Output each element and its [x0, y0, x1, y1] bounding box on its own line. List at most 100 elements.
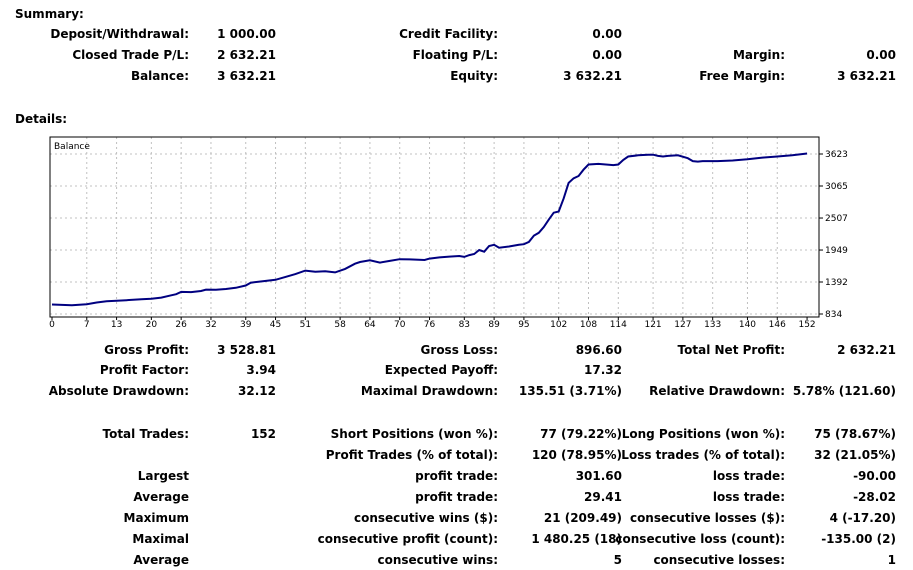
x-tick-label: 133 — [704, 320, 721, 330]
profit-factor-value: 3.94 — [246, 363, 276, 377]
x-tick-label: 95 — [518, 320, 529, 330]
x-tick-label: 102 — [550, 320, 567, 330]
balance-chart: Balance 0 7 13 20 26 32 39 45 51 58 64 70 76 83 89 95 10… — [49, 136, 848, 330]
profit-factor-label: Profit Factor: — [99, 363, 189, 377]
largest-loss-label: loss trade: — [712, 469, 785, 483]
credit-facility-value: 0.00 — [592, 27, 622, 41]
equity-value: 3 632.21 — [563, 69, 622, 83]
maximal-consecutive-loss-label: consecutive loss (count): — [615, 532, 785, 546]
maximal-label: Maximal — [132, 532, 189, 546]
maximal-drawdown-label: Maximal Drawdown: — [360, 384, 498, 398]
x-tick-label: 146 — [769, 320, 786, 330]
closed-trade-value: 2 632.21 — [217, 48, 276, 62]
x-tick-label: 108 — [580, 320, 597, 330]
profit-trades-value: 120 (78.95%) — [531, 448, 622, 462]
balance-label: Balance: — [130, 69, 189, 83]
maximal-consecutive-profit-label: consecutive profit (count): — [317, 532, 498, 546]
average-label: Average — [133, 490, 189, 504]
avg-consecutive-wins-value: 5 — [613, 553, 622, 567]
x-tick-label: 83 — [459, 320, 470, 330]
average-profit-value: 29.41 — [584, 490, 622, 504]
y-tick-label: 2507 — [825, 214, 848, 224]
y-tick-label: 834 — [825, 310, 842, 320]
chart-title: Balance — [54, 142, 90, 152]
avg-consecutive-losses-value: 1 — [887, 553, 896, 567]
max-consecutive-wins-value: 21 (209.49) — [543, 511, 622, 525]
relative-drawdown-value: 5.78% (121.60) — [792, 384, 896, 398]
long-positions-label: Long Positions (won %): — [621, 427, 785, 441]
x-tick-label: 0 — [49, 320, 55, 330]
expected-payoff-label: Expected Payoff: — [384, 363, 498, 377]
x-tick-label: 76 — [424, 320, 436, 330]
max-consecutive-wins-label: consecutive wins ($): — [353, 511, 498, 525]
closed-trade-label: Closed Trade P/L: — [72, 48, 189, 62]
short-positions-value: 77 (79.22%) — [540, 427, 622, 441]
credit-facility-label: Credit Facility: — [399, 27, 498, 41]
x-tick-label: 7 — [84, 320, 90, 330]
x-tick-label: 39 — [240, 320, 252, 330]
profit-trades-label: Profit Trades (% of total): — [325, 448, 498, 462]
deposit-value: 1 000.00 — [217, 27, 276, 41]
gross-loss-value: 896.60 — [575, 343, 622, 357]
floating-pl-value: 0.00 — [592, 48, 622, 62]
largest-label: Largest — [137, 469, 189, 483]
x-tick-label: 32 — [205, 320, 216, 330]
gross-profit-value: 3 528.81 — [217, 343, 276, 357]
x-tick-label: 140 — [739, 320, 756, 330]
equity-label: Equity: — [450, 69, 498, 83]
short-positions-label: Short Positions (won %): — [330, 427, 498, 441]
margin-value: 0.00 — [866, 48, 896, 62]
gross-loss-label: Gross Loss: — [420, 343, 498, 357]
x-tick-label: 13 — [111, 320, 122, 330]
balance-value: 3 632.21 — [217, 69, 276, 83]
y-tick-label: 3623 — [825, 150, 848, 160]
expected-payoff-value: 17.32 — [584, 363, 622, 377]
x-tick-label: 51 — [300, 320, 311, 330]
gross-profit-label: Gross Profit: — [104, 343, 189, 357]
total-net-profit-value: 2 632.21 — [837, 343, 896, 357]
maximal-consecutive-profit-value: 1 480.25 (18) — [531, 532, 622, 546]
x-tick-label: 114 — [610, 320, 627, 330]
loss-trades-label: Loss trades (% of total): — [621, 448, 785, 462]
margin-label: Margin: — [732, 48, 785, 62]
deposit-label: Deposit/Withdrawal: — [50, 27, 189, 41]
free-margin-value: 3 632.21 — [837, 69, 896, 83]
x-tick-label: 26 — [175, 320, 187, 330]
total-trades-label: Total Trades: — [102, 427, 189, 441]
average-loss-label: loss trade: — [712, 490, 785, 504]
largest-profit-label: profit trade: — [415, 469, 498, 483]
average-profit-label: profit trade: — [415, 490, 498, 504]
x-tick-label: 121 — [644, 320, 661, 330]
long-positions-value: 75 (78.67%) — [814, 427, 896, 441]
chart-grid — [50, 137, 819, 317]
relative-drawdown-label: Relative Drawdown: — [649, 384, 785, 398]
y-tick-label: 3065 — [825, 182, 848, 192]
y-tick-label: 1392 — [825, 278, 848, 288]
x-tick-label: 70 — [394, 320, 406, 330]
largest-loss-value: -90.00 — [853, 469, 896, 483]
x-tick-label: 45 — [270, 320, 281, 330]
largest-profit-value: 301.60 — [575, 469, 622, 483]
details-heading: Details: — [15, 112, 68, 126]
x-tick-label: 89 — [488, 320, 500, 330]
avg-consecutive-losses-label: consecutive losses: — [653, 553, 785, 567]
absolute-drawdown-value: 32.12 — [238, 384, 276, 398]
y-axis-ticks: 834 1392 1949 2507 3065 3623 — [819, 150, 848, 320]
max-consecutive-losses-value: 4 (-17.20) — [829, 511, 896, 525]
balance-series-line — [51, 152, 808, 307]
x-axis-ticks: 0 7 13 20 26 32 39 45 51 58 64 70 76 83 89 95 102 108 114 1… — [49, 317, 816, 330]
x-tick-label: 152 — [798, 320, 815, 330]
chart-frame — [49, 136, 820, 318]
absolute-drawdown-label: Absolute Drawdown: — [48, 384, 189, 398]
x-tick-label: 127 — [674, 320, 691, 330]
x-tick-label: 58 — [334, 320, 346, 330]
loss-trades-value: 32 (21.05%) — [814, 448, 896, 462]
floating-pl-label: Floating P/L: — [412, 48, 498, 62]
maximum-label: Maximum — [123, 511, 189, 525]
maximal-drawdown-value: 135.51 (3.71%) — [518, 384, 622, 398]
avg-consecutive-wins-label: consecutive wins: — [377, 553, 498, 567]
free-margin-label: Free Margin: — [699, 69, 785, 83]
average-loss-value: -28.02 — [853, 490, 896, 504]
x-tick-label: 20 — [146, 320, 158, 330]
total-net-profit-label: Total Net Profit: — [677, 343, 785, 357]
